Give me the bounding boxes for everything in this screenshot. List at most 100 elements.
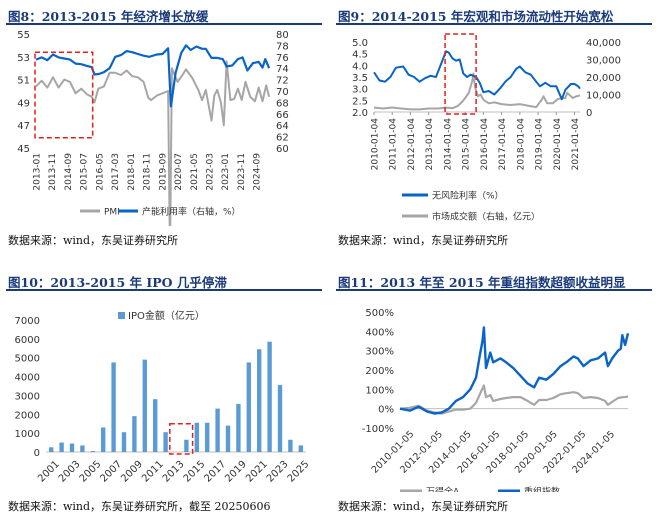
bar-2010 bbox=[142, 359, 147, 452]
y-left-tick-label: 3.0 bbox=[352, 85, 368, 96]
legend-label: IPO金额（亿元） bbox=[128, 309, 205, 322]
y-tick-label: 200% bbox=[365, 366, 394, 377]
bar-2017 bbox=[215, 408, 220, 452]
bar-2019 bbox=[236, 403, 241, 452]
bar-2006 bbox=[101, 427, 106, 452]
bar-2016 bbox=[205, 422, 210, 452]
highlight-box bbox=[34, 51, 94, 139]
bar-2005 bbox=[90, 451, 95, 452]
chart-fig9: 2.02.53.03.54.04.55.0 0 10,000 20,000 30,000… bbox=[352, 33, 621, 223]
source-note: 数据来源：wind，东吴证券研究所 bbox=[338, 234, 509, 247]
source-note: 数据来源：wind，东吴证券研究所，截至 20250606 bbox=[8, 500, 271, 513]
legend-label: 产能利用率（右轴，%） bbox=[142, 206, 241, 218]
y-right-tick-label: 30,000 bbox=[586, 56, 621, 67]
y-tick-label: 5000 bbox=[15, 354, 40, 365]
bar-2021 bbox=[257, 349, 262, 452]
figure-title: 图10：2013-2015 年 IPO 几乎停滞 bbox=[8, 275, 227, 290]
y-tick-label: -100% bbox=[362, 424, 394, 435]
figure-title: 图8：2013-2015 年经济增长放缓 bbox=[8, 9, 209, 24]
x-tick-label: 2016-05 bbox=[95, 153, 105, 191]
x-tick-label: 2015-07 bbox=[80, 153, 90, 191]
figure-title: 图9：2014-2015 年宏观和市场流动性开始宽松 bbox=[338, 9, 614, 24]
y-right-tick-label: 10,000 bbox=[586, 91, 621, 102]
y-tick-label: 6000 bbox=[15, 335, 40, 346]
x-tick-label: 2013-01 bbox=[33, 153, 43, 191]
y-right-tick-label: 78 bbox=[276, 41, 289, 52]
x-tick-label: 2001 bbox=[36, 459, 62, 485]
panel-fig10: 图10：2013-2015 年 IPO 几乎停滞 0 1000 2000 3000 40… bbox=[6, 266, 326, 516]
y-left-tick-label: 4.0 bbox=[352, 61, 368, 72]
y-right-tick-label: 80 bbox=[276, 30, 289, 41]
x-tick-label: 2010-01-04 bbox=[371, 118, 381, 171]
y-tick-label: 0% bbox=[378, 405, 394, 416]
panel-fig11: 图11：2013 年至 2015 年重组指数超额收益明显 -100% 0% 100%… bbox=[336, 266, 656, 516]
y-tick-label: 7000 bbox=[15, 316, 40, 327]
x-tick-label: 2021-01-04 bbox=[571, 118, 581, 171]
panel-fig9: 图9：2014-2015 年宏观和市场流动性开始宽松 2.0 2.5 3.0 3.5 4… bbox=[336, 0, 656, 250]
chart-fig10: 0100020003000400050006000700020012003200… bbox=[15, 309, 312, 485]
y-tick-label: 2000 bbox=[15, 410, 40, 421]
x-tick-label: 2017-03 bbox=[111, 153, 121, 191]
legend-label: 市场成交额（右轴，亿元） bbox=[432, 211, 540, 223]
legend-label: PMI bbox=[104, 208, 120, 218]
x-tick-label: 2012-01-04 bbox=[407, 118, 417, 171]
y-left-tick-label: 55 bbox=[17, 30, 30, 41]
series-line-restructuring bbox=[399, 326, 630, 415]
series-line-pmi bbox=[35, 60, 271, 226]
y-tick-label: 100% bbox=[365, 385, 394, 396]
highlight-box bbox=[169, 422, 194, 455]
x-tick-label: 2017-01-04 bbox=[498, 118, 508, 171]
bar-2020 bbox=[246, 362, 251, 452]
series-line-turnover bbox=[373, 72, 581, 111]
title-rule bbox=[6, 23, 322, 25]
legend-label: 重组指数 bbox=[524, 486, 560, 493]
bar-2001 bbox=[49, 447, 54, 452]
y-left-tick-label: 53 bbox=[17, 53, 30, 64]
y-left-tick-label: 3.5 bbox=[352, 73, 368, 84]
x-tick-label: 2017 bbox=[202, 459, 228, 485]
chart-fig11: -100%0%100%200%300%400%500%2010-01-05201… bbox=[362, 308, 630, 493]
y-right-tick-label: 66 bbox=[276, 110, 289, 121]
x-tick-label: 2014-01-04 bbox=[443, 118, 453, 171]
title-rule bbox=[6, 289, 322, 291]
y-tick-label: 400% bbox=[365, 327, 394, 338]
x-tick-label: 2007 bbox=[98, 459, 124, 485]
bar-2018 bbox=[225, 425, 231, 452]
title-rule bbox=[336, 23, 652, 25]
legend-swatch bbox=[118, 312, 125, 319]
y-tick-label: 3000 bbox=[15, 391, 40, 402]
source-note: 数据来源：wind，东吴证券研究所 bbox=[8, 234, 179, 247]
y-left-tick-label: 5.0 bbox=[352, 38, 368, 49]
x-tick-label: 2023 bbox=[265, 459, 291, 485]
y-left-tick-label: 2.5 bbox=[352, 96, 368, 107]
x-tick-label: 2024-09 bbox=[253, 153, 263, 191]
x-tick-label: 2019-09 bbox=[158, 153, 168, 191]
x-tick-label: 2023-11 bbox=[237, 153, 247, 191]
series-line-wind-a bbox=[399, 384, 629, 415]
legend-label: 无风险利率（%） bbox=[432, 190, 504, 202]
bar-2007 bbox=[111, 362, 116, 452]
x-tick-label: 2018-01-04 bbox=[516, 118, 526, 171]
bar-2012 bbox=[163, 432, 168, 452]
y-left-tick-label: 49 bbox=[17, 98, 30, 109]
y-tick-label: 4000 bbox=[15, 373, 40, 384]
y-right-tick-label: 74 bbox=[276, 64, 289, 75]
x-tick-label: 2020-01-04 bbox=[553, 118, 563, 171]
y-tick-label: 300% bbox=[365, 347, 394, 358]
x-tick-label: 2022-03 bbox=[205, 153, 215, 191]
bar-2022 bbox=[267, 341, 272, 452]
x-tick-label: 2023-01 bbox=[221, 153, 231, 191]
bar-2009 bbox=[132, 416, 137, 452]
x-tick-label: 2025 bbox=[286, 459, 312, 485]
x-tick-label: 2003 bbox=[57, 459, 83, 485]
x-tick-label: 2019 bbox=[223, 459, 249, 485]
y-left-tick-label: 51 bbox=[17, 76, 30, 87]
y-right-tick-label: 68 bbox=[276, 98, 289, 109]
y-left-tick-label: 4.5 bbox=[352, 50, 368, 61]
bar-2011 bbox=[153, 399, 158, 452]
y-right-tick-label: 60 bbox=[276, 144, 289, 155]
x-tick-label: 2021-05 bbox=[190, 153, 200, 191]
series-line-capacity bbox=[35, 44, 271, 108]
y-right-tick-label: 70 bbox=[276, 87, 289, 98]
